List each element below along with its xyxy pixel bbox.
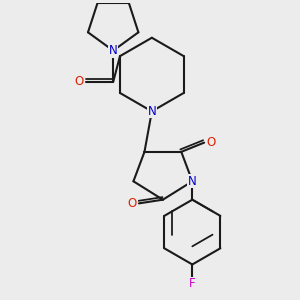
Text: N: N [109,44,118,57]
Text: O: O [74,75,84,88]
Text: N: N [188,175,197,188]
Text: O: O [206,136,215,149]
Text: F: F [189,277,196,290]
Text: N: N [148,105,156,118]
Text: O: O [128,197,137,210]
